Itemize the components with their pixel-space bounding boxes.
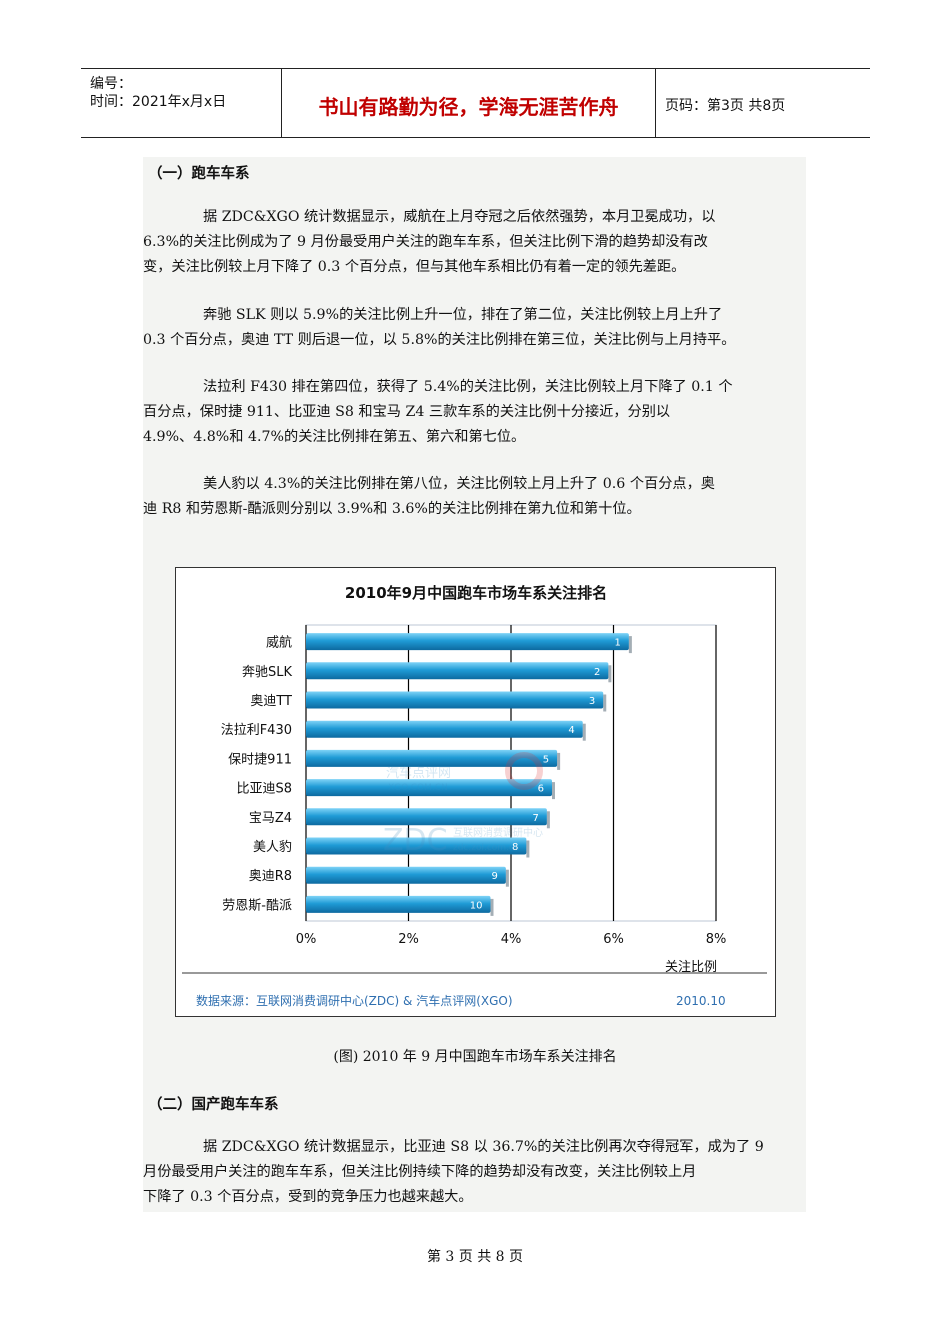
x-tick-label: 6%: [603, 932, 624, 947]
x-tick-label: 4%: [501, 932, 522, 947]
x-tick-label: 8%: [706, 932, 727, 947]
chart-title: 2010年9月中国跑车市场车系关注排名: [345, 584, 607, 602]
paragraph-line: 迪 R8 和劳恩斯-酷派则分别以 3.9%和 3.6%的关注比例排在第九位和第十…: [143, 501, 641, 517]
category-label: 奥迪R8: [249, 869, 292, 884]
paragraph-line: 百分点，保时捷 911、比亚迪 S8 和宝马 Z4 三款车系的关注比例十分接近，…: [143, 404, 671, 420]
chart-date: 2010.10: [676, 994, 726, 1008]
chart-canvas: 2010年9月中国跑车市场车系关注排名 0% 2% 4% 6% 8% 威航 1 奔驰SLK 2 奥…: [182, 584, 767, 1008]
page-label: 页码：第3页 共8页: [665, 98, 786, 114]
paragraph: 法拉利 F430 排在第四位，获得了 5.4%的关注比例，关注比例较上月下降了 …: [143, 375, 808, 450]
motto: 书山有路勤为径，学海无涯苦作舟: [318, 95, 619, 119]
paragraph-line: 0.3 个百分点，奥迪 TT 则后退一位，以 5.8%的关注比例排在第三位，关注…: [143, 332, 736, 348]
paragraph: 据 ZDC&XGO 统计数据显示，比亚迪 S8 以 36.7%的关注比例再次夺得…: [143, 1135, 808, 1210]
page-footer: 第 3 页 共 8 页: [426, 1249, 524, 1265]
date-label: 时间：2021年x月x日: [90, 94, 227, 110]
bar: [306, 866, 506, 884]
chart-source: 数据来源：互联网消费调研中心(ZDC) & 汽车点评网(XGO): [196, 993, 513, 1008]
bar-shadow: [608, 665, 612, 683]
rank-label: 7: [533, 813, 539, 824]
bar-shadow: [552, 782, 555, 800]
paragraph-line: 法拉利 F430 排在第四位，获得了 5.4%的关注比例，关注比例较上月下降了 …: [203, 379, 733, 395]
category-label: 奔驰SLK: [242, 665, 292, 680]
paragraph-line: 据 ZDC&XGO 统计数据显示，比亚迪 S8 以 36.7%的关注比例再次夺得…: [203, 1139, 764, 1155]
rank-label: 9: [492, 871, 498, 882]
figure-caption: (图) 2010 年 9 月中国跑车市场车系关注排名: [333, 1049, 617, 1065]
rank-label: 4: [568, 725, 574, 736]
watermark-logo: 汽车点评网 XGO.COM.CN ZDC 互联网消费调研中心 zdc.zol.c…: [383, 752, 543, 858]
section-heading-2: （二）国产跑车车系: [148, 1097, 279, 1113]
bar-shadow: [505, 869, 509, 887]
category-label: 宝马Z4: [249, 811, 292, 826]
rank-label: 3: [589, 696, 595, 707]
rank-label: 5: [543, 754, 549, 765]
x-tick-label: 2%: [398, 932, 419, 947]
paragraph-line: 月份最受用户关注的跑车车系，但关注比例持续下降的趋势却没有改变，关注比例较上月: [143, 1164, 697, 1180]
bar-shadow: [490, 898, 494, 916]
paragraph-line: 美人豹以 4.3%的关注比例排在第八位，关注比例较上月上升了 0.6 个百分点，…: [203, 476, 715, 492]
category-label: 保时捷911: [228, 752, 292, 767]
bar: [306, 662, 609, 680]
category-label: 劳恩斯-酷派: [222, 897, 292, 913]
header-info-cell: 编号： 时间：2021年x月x日: [81, 69, 281, 137]
bar: [306, 720, 583, 738]
bar-shadow: [546, 811, 550, 829]
paragraph: 据 ZDC&XGO 统计数据显示，威航在上月夺冠之后依然强势，本月卫冕成功，以 …: [143, 205, 808, 280]
category-label: 法拉利F430: [221, 723, 292, 738]
x-axis-label: 关注比例: [665, 960, 717, 975]
header-page-cell: 页码：第3页 共8页: [655, 69, 870, 137]
paragraph-line: 4.9%、4.8%和 4.7%的关注比例排在第五、第六和第七位。: [143, 429, 526, 445]
number-label: 编号：: [90, 76, 132, 92]
header-motto-cell: 书山有路勤为径，学海无涯苦作舟: [281, 69, 656, 137]
page-header: 编号： 时间：2021年x月x日 书山有路勤为径，学海无涯苦作舟 页码：第3页 …: [81, 68, 870, 138]
watermark-text: ZDC: [383, 823, 448, 858]
paragraph-line: 下降了 0.3 个百分点，受到的竞争压力也越来越大。: [143, 1189, 473, 1205]
bar-shadow: [582, 723, 586, 741]
category-label: 美人豹: [253, 840, 292, 855]
bar-shadow: [526, 840, 530, 858]
paragraph-line: 变，关注比例较上月下降了 0.3 个百分点，但与其他车系相比仍有着一定的领先差距…: [143, 259, 686, 275]
bar: [306, 749, 558, 767]
bar: [306, 779, 552, 797]
rank-label: 1: [615, 638, 621, 649]
watermark-text: zdc.zol.com.cn: [453, 843, 520, 853]
watermark-text: 互联网消费调研中心: [453, 826, 543, 839]
category-label: 比亚迪S8: [236, 782, 292, 797]
bar: [306, 895, 491, 913]
paragraph: 美人豹以 4.3%的关注比例排在第八位，关注比例较上月上升了 0.6 个百分点，…: [143, 472, 808, 522]
category-label: 威航: [266, 635, 292, 651]
category-label: 奥迪TT: [250, 694, 292, 709]
bar: [306, 633, 629, 651]
paragraph-line: 据 ZDC&XGO 统计数据显示，威航在上月夺冠之后依然强势，本月卫冕成功，以: [203, 209, 716, 225]
watermark-text: 汽车点评网: [386, 765, 451, 781]
bar-shadow: [628, 636, 632, 654]
bar: [306, 691, 604, 709]
bar: [306, 808, 547, 826]
rank-label: 2: [594, 667, 600, 678]
rank-label: 8: [512, 842, 518, 853]
x-tick-label: 0%: [296, 932, 317, 947]
section-heading-1: （一）跑车车系: [148, 166, 250, 182]
ranking-chart: 2010年9月中国跑车市场车系关注排名 0% 2% 4% 6% 8% 威航 1 奔驰SLK 2 奥…: [175, 567, 776, 1017]
paragraph: 奔驰 SLK 则以 5.9%的关注比例上升一位，排在了第二位，关注比例较上月上升…: [143, 303, 808, 353]
bar-shadow: [557, 752, 561, 770]
watermark-text: XGO.COM.CN: [388, 783, 448, 793]
bar-shadow: [603, 694, 607, 712]
rank-label: 6: [538, 784, 544, 795]
bar: [306, 837, 527, 855]
paragraph-line: 6.3%的关注比例成为了 9 月份最受用户关注的跑车车系，但关注比例下滑的趋势却…: [143, 234, 708, 250]
paragraph-line: 奔驰 SLK 则以 5.9%的关注比例上升一位，排在了第二位，关注比例较上月上升…: [203, 307, 723, 323]
rank-label: 10: [470, 900, 483, 911]
plot-area: 0% 2% 4% 6% 8% 威航 1 奔驰SLK 2 奥迪TT 3 法拉利F430 4 保时捷911 5 比…: [221, 624, 727, 947]
